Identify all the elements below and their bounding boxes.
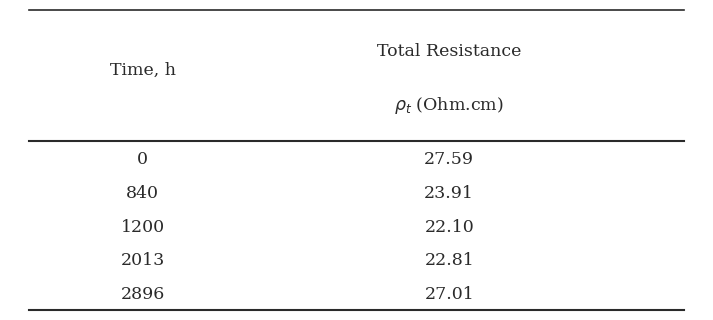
Text: 22.81: 22.81 [424,252,474,269]
Text: 27.01: 27.01 [424,286,474,303]
Text: 23.91: 23.91 [424,185,474,202]
Text: Total Resistance: Total Resistance [377,43,521,60]
Text: 0: 0 [137,151,148,169]
Text: 27.59: 27.59 [424,151,474,169]
Text: 2896: 2896 [120,286,165,303]
Text: 2013: 2013 [120,252,165,269]
Text: Time, h: Time, h [110,62,175,79]
Text: 22.10: 22.10 [424,219,474,236]
Text: 840: 840 [126,185,159,202]
Text: $\rho_t$ (Ohm.cm): $\rho_t$ (Ohm.cm) [394,95,504,116]
Text: 1200: 1200 [120,219,165,236]
